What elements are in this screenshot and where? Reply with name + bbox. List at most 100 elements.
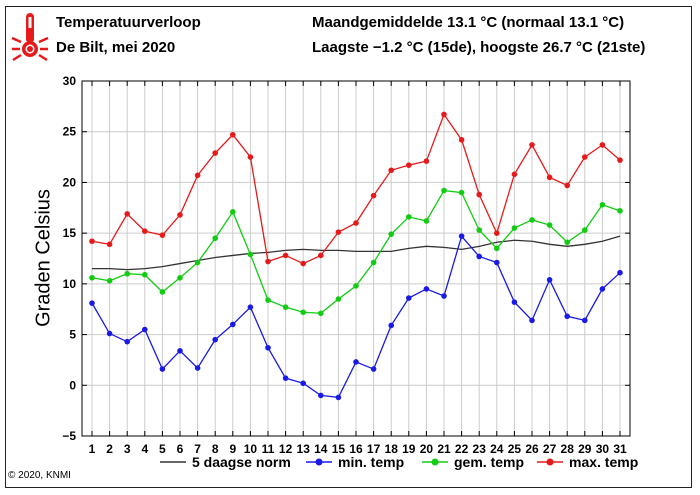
data-point (546, 222, 553, 228)
data-point (282, 375, 289, 381)
data-point (142, 271, 148, 278)
data-point (247, 251, 254, 258)
y-tick-label: 0 (69, 378, 76, 392)
data-point (458, 137, 465, 143)
data-point (212, 150, 218, 156)
x-tick-label: 20 (420, 442, 434, 456)
data-point (318, 252, 324, 259)
data-point (458, 233, 465, 239)
data-point (124, 338, 130, 345)
data-point (423, 218, 430, 224)
data-point (194, 172, 201, 179)
data-point (529, 217, 535, 223)
legend-marker (546, 458, 554, 466)
data-point (353, 283, 359, 289)
data-point (300, 380, 307, 387)
data-point (582, 154, 588, 160)
data-point (388, 167, 395, 174)
x-tick-label: 11 (262, 442, 275, 456)
x-tick-label: 17 (367, 442, 381, 456)
data-point (124, 270, 130, 277)
x-tick-label: 4 (141, 442, 148, 456)
x-tick-label: 26 (525, 442, 539, 456)
data-point (300, 260, 307, 267)
data-point (511, 171, 518, 178)
data-point (476, 227, 483, 233)
data-point (212, 336, 218, 343)
data-point (300, 309, 307, 316)
data-point (564, 239, 570, 246)
data-point (89, 274, 95, 281)
data-point (494, 245, 500, 252)
data-point (335, 296, 342, 302)
thermometer-icon (11, 13, 49, 62)
x-tick-label: 13 (297, 442, 311, 456)
chart-subtitle: De Bilt, mei 2020 (56, 39, 176, 56)
x-tick-label: 19 (402, 442, 416, 456)
chart-frame (5, 6, 692, 488)
x-tick-label: 21 (437, 442, 451, 456)
x-tick-label: 8 (212, 442, 219, 456)
y-tick-label: 20 (63, 175, 77, 189)
x-tick-label: 25 (508, 442, 522, 456)
data-point (476, 253, 483, 260)
data-point (282, 252, 289, 259)
data-point (388, 322, 395, 329)
data-point (370, 192, 377, 199)
legend-label: max. temp (569, 454, 638, 470)
data-point (529, 142, 535, 148)
x-tick-label: 9 (229, 442, 236, 456)
data-point (564, 313, 570, 320)
copyright: © 2020, KNMI (8, 470, 71, 481)
x-tick-label: 27 (543, 442, 557, 456)
data-point (247, 304, 254, 310)
data-point (318, 310, 324, 317)
data-point (159, 366, 166, 372)
legend-label: min. temp (338, 454, 404, 470)
chart-title: Temperatuurverloop (56, 14, 201, 31)
x-tick-label: 23 (473, 442, 487, 456)
data-point (406, 162, 412, 168)
extremes-summary: Laagste −1.2 °C (15de), hoogste 26.7 °C … (312, 39, 646, 56)
data-point (177, 212, 183, 218)
data-point (423, 158, 430, 164)
data-point (617, 269, 623, 276)
data-point (476, 191, 483, 198)
data-point (529, 317, 535, 324)
data-point (564, 182, 570, 189)
x-tick-label: 30 (596, 442, 610, 456)
data-point (212, 235, 218, 242)
data-point (617, 208, 623, 214)
data-point (406, 214, 412, 220)
x-tick-label: 1 (89, 442, 96, 456)
data-point (370, 366, 377, 372)
data-point (282, 304, 289, 310)
data-point (106, 278, 113, 284)
y-tick-label: 15 (63, 226, 77, 240)
data-point (265, 258, 271, 265)
legend-marker (431, 458, 439, 466)
x-tick-label: 31 (613, 442, 627, 456)
data-point (106, 241, 113, 248)
data-point (230, 209, 236, 215)
y-tick-label: 30 (63, 74, 77, 88)
data-point (599, 286, 606, 292)
data-point (335, 229, 342, 235)
data-point (106, 330, 113, 337)
data-point (89, 238, 95, 245)
y-tick-label: 25 (63, 125, 77, 139)
x-tick-label: 7 (194, 442, 201, 456)
data-point (406, 295, 412, 301)
x-tick-label: 15 (332, 442, 346, 456)
data-point (599, 201, 606, 208)
data-point (458, 189, 465, 196)
x-tick-label: 22 (455, 442, 469, 456)
x-tick-label: 5 (159, 442, 166, 456)
data-point (353, 359, 359, 365)
x-tick-label: 24 (490, 442, 504, 456)
x-tick-label: 29 (578, 442, 592, 456)
monthly-mean-summary: Maandgemiddelde 13.1 °C (normaal 13.1 °C… (312, 14, 625, 31)
data-point (599, 142, 606, 148)
legend-label: gem. temp (454, 454, 524, 470)
